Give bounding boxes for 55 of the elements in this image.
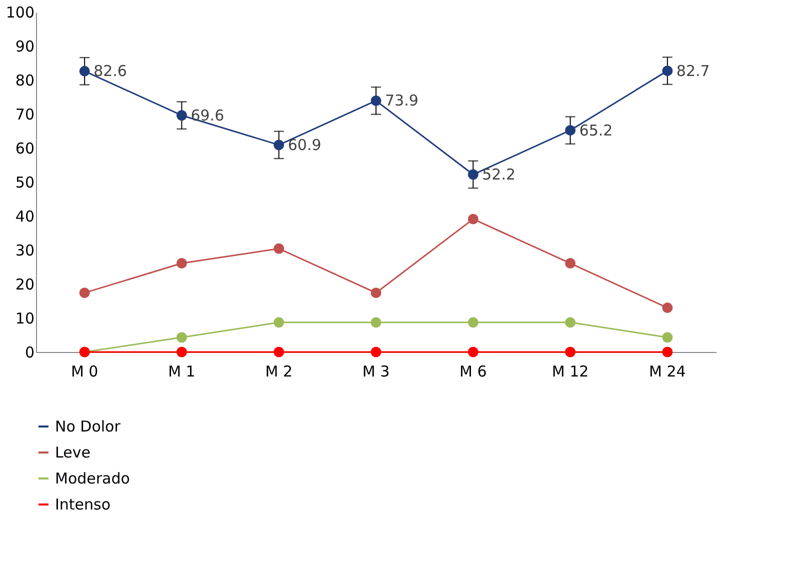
y-tick-label: 60 [15,140,34,158]
legend-label: Leve [55,444,90,462]
point [176,332,187,343]
point [79,66,90,76]
point [565,317,576,328]
point [274,346,284,358]
data-label: 82.7 [676,62,710,80]
point [468,169,478,180]
x-tick-label: M 6 [460,362,487,380]
point [662,332,673,343]
point [274,140,284,150]
point [176,346,187,358]
legend-label: No Dolor [55,418,122,436]
data-label: 65.2 [579,121,613,140]
data-label: 82.6 [94,62,127,80]
y-tick-label: 100 [6,4,34,22]
point [176,110,187,121]
x-tick-label: M 3 [362,362,390,380]
data-label: 69.6 [190,106,224,124]
point [468,214,478,224]
point [370,317,382,328]
point [662,346,673,358]
data-label: 60.9 [288,136,322,154]
data-label: 52.2 [482,166,516,184]
y-tick-label: 40 [15,208,34,226]
point [79,288,90,298]
legend-label: Intenso [55,496,111,514]
point [370,96,382,106]
y-tick-label: 10 [15,310,34,328]
point [662,66,673,76]
x-tick-label: M 2 [265,362,292,380]
point [565,346,576,358]
legend-label: Moderado [55,470,130,488]
data-label: 73.9 [385,92,418,110]
point [274,317,284,328]
y-tick-label: 20 [15,276,34,294]
point [662,302,673,314]
y-tick-label: 80 [15,72,34,90]
point [468,317,478,328]
y-tick-label: 50 [15,174,34,192]
point [565,125,576,136]
x-tick-label: M 1 [168,362,196,380]
x-tick-label: M 0 [70,362,98,380]
x-tick-label: M 12 [552,362,589,380]
x-tick-label: M 24 [649,362,686,380]
point [370,346,382,358]
y-tick-label: 90 [15,38,34,56]
point [370,288,382,298]
y-tick-label: 70 [15,106,34,124]
point [176,258,187,268]
point [468,346,478,358]
y-tick-label: 0 [24,344,34,362]
y-tick-label: 30 [15,242,34,260]
point [274,243,284,254]
point [565,258,576,268]
